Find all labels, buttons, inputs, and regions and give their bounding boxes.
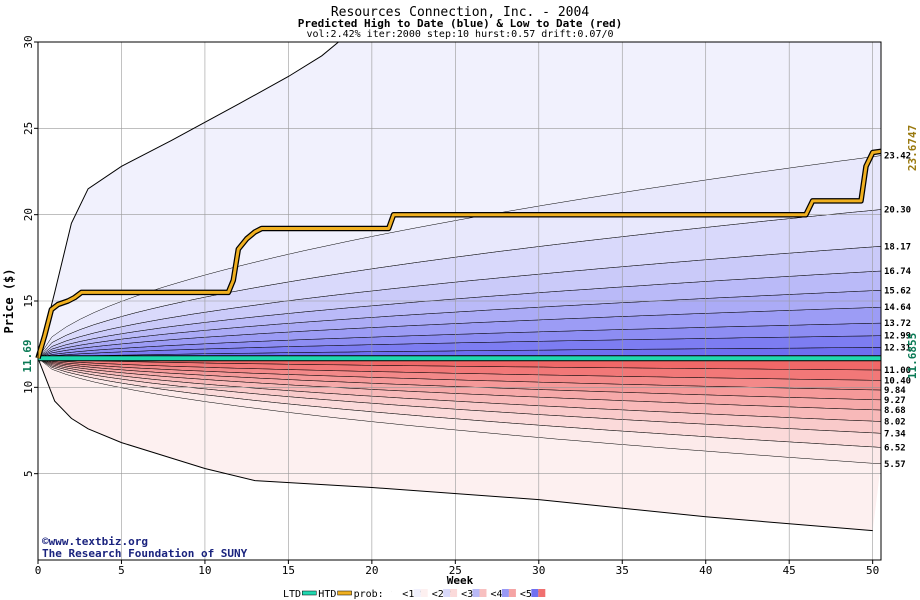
chart-subtitle: Predicted High to Date (blue) & Low to D… — [298, 17, 623, 30]
max-envelope-line — [37, 41, 339, 359]
y-tick-label: 30 — [22, 35, 35, 48]
legend-ltd-swatch — [302, 590, 317, 596]
min-envelope-line — [37, 358, 873, 532]
percentile-label: 8.02 — [884, 418, 906, 428]
percentile-label: 10.40 — [884, 376, 911, 386]
credit-org: The Research Foundation of SUNY — [42, 547, 248, 560]
legend-prob-swatch-blue — [531, 589, 539, 597]
x-tick-label: 0 — [35, 564, 42, 577]
legend-htd-label: HTD — [318, 589, 336, 600]
percentile-label: 6.52 — [884, 443, 906, 453]
y-tick-label: 15 — [22, 294, 35, 307]
x-tick-label: 50 — [866, 564, 879, 577]
percentile-label: 23.42 — [884, 152, 911, 162]
x-axis-label: Week — [447, 574, 474, 587]
legend-prob-swatch-red — [538, 589, 546, 597]
legend-prob-swatch-blue — [413, 589, 421, 597]
ltd-end-label: 11.6855 — [906, 333, 919, 379]
legend-prob-swatch-blue — [384, 589, 392, 597]
x-tick-label: 20 — [365, 564, 378, 577]
x-tick-label: 35 — [616, 564, 629, 577]
legend-prob-swatch-red — [420, 589, 428, 597]
legend-prob-swatch-blue — [443, 589, 451, 597]
percentile-label: 16.74 — [884, 267, 912, 277]
legend-htd-swatch — [337, 590, 352, 596]
legend-prob-swatch-red — [479, 589, 487, 597]
x-tick-label: 40 — [699, 564, 712, 577]
axis-ticks: 0 5 10 15 20 25 30 35 40 45 50 5 10 15 20 25 30 — [22, 35, 879, 577]
chart-title: Resources Connection, Inc. - 2004 — [331, 5, 589, 20]
x-tick-label: 25 — [449, 564, 462, 577]
lower-tail-area — [38, 358, 881, 531]
y-tick-label: 25 — [22, 122, 35, 135]
percentile-label: 13.72 — [884, 319, 911, 329]
legend-prob-label: prob: — [354, 589, 384, 600]
x-tick-label: 30 — [532, 564, 545, 577]
percentile-bands — [37, 42, 882, 531]
legend-prob-swatch-blue — [472, 589, 480, 597]
legend-prob-swatch-red — [450, 589, 458, 597]
percentile-label: 14.64 — [884, 303, 912, 313]
copyright-symbol: © — [42, 535, 49, 548]
upper-tail-area — [38, 42, 881, 359]
legend-prob-swatch-red — [508, 589, 516, 597]
y-tick-label: 20 — [22, 208, 35, 221]
percentile-label: 12.99 — [884, 332, 911, 342]
percentile-label: 11.00 — [884, 366, 911, 376]
percentile-label: 9.84 — [884, 386, 906, 396]
percentile-label: 20.30 — [884, 206, 911, 216]
x-tick-label: 5 — [118, 564, 125, 577]
legend-ltd-label: LTD — [283, 589, 301, 600]
envelope-lines — [37, 41, 873, 532]
percentile-label: 12.31 — [884, 343, 911, 353]
chart-params: vol:2.42% iter:2000 step:10 hurst:0.57 d… — [306, 29, 613, 40]
x-tick-label: 10 — [198, 564, 211, 577]
x-tick-label: 15 — [282, 564, 295, 577]
series-lines — [35, 148, 882, 362]
y-axis-label: Price ($) — [2, 268, 16, 333]
y-tick-label: 5 — [22, 470, 35, 477]
percentile-label: 18.17 — [884, 242, 911, 252]
credit-site-text: www.textbiz.org — [49, 535, 148, 548]
x-tick-label: 45 — [783, 564, 796, 577]
credit-site: ©www.textbiz.org — [42, 535, 148, 548]
percentile-label: 7.34 — [884, 429, 906, 439]
y-tick-label: 10 — [22, 381, 35, 394]
percentile-label: 15.62 — [884, 286, 911, 296]
htd-end-label: 23.6747 — [906, 125, 919, 171]
legend-prob-swatch-red — [391, 589, 399, 597]
percentile-label: 8.68 — [884, 406, 906, 416]
start-price-label: 11.69 — [21, 339, 34, 372]
legend-prob-swatch-blue — [501, 589, 509, 597]
percentile-label: 5.57 — [884, 460, 906, 470]
percentile-label: 9.27 — [884, 396, 906, 406]
htd-line — [36, 149, 882, 359]
